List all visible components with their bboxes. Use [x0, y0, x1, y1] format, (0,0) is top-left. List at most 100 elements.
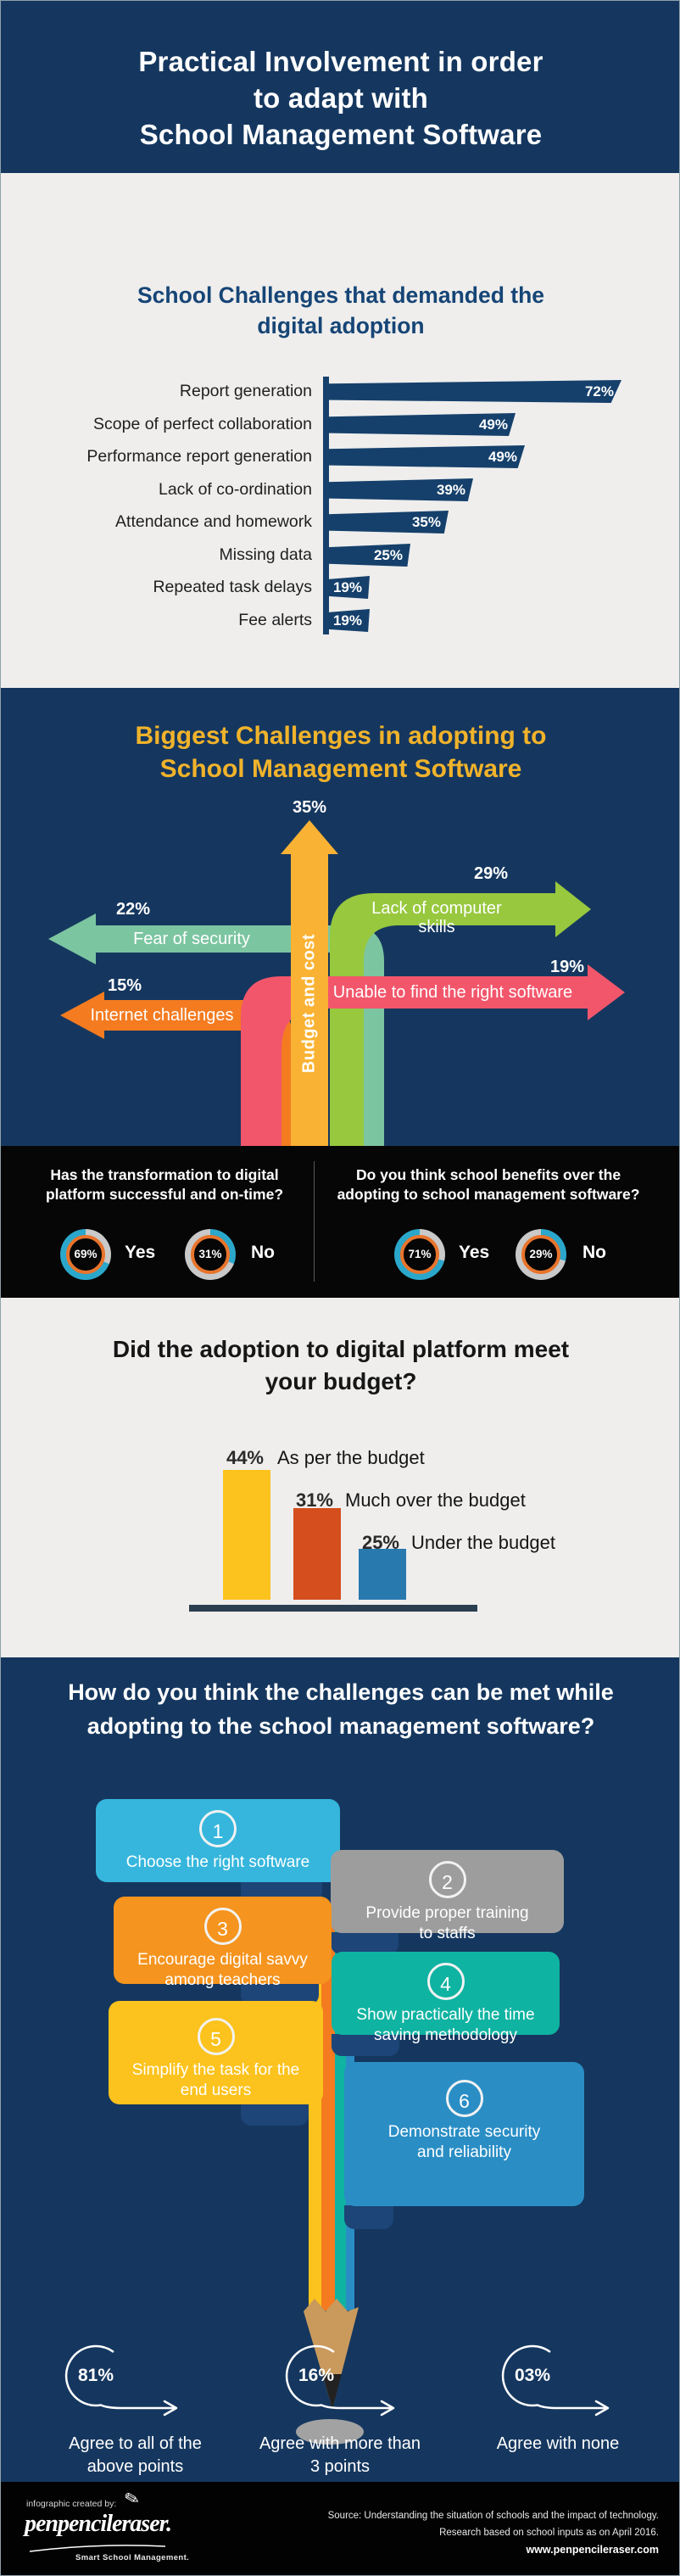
- step-number: 6: [445, 2080, 483, 2117]
- stat-arrowhead-1: [163, 2400, 178, 2417]
- brand-tagline: Smart School Management.: [75, 2553, 190, 2562]
- arrow-pct-computer-skills: 29%: [473, 864, 509, 883]
- donut-value: 31%: [196, 1240, 225, 1269]
- donut-chart: 29%: [516, 1229, 566, 1280]
- bar: 49%: [323, 413, 516, 436]
- budget-baseline: [189, 1605, 477, 1612]
- bar-value-label: 49%: [478, 416, 508, 433]
- donut-chart: 31%: [185, 1229, 236, 1280]
- box-tail: [241, 2104, 309, 2126]
- step-number: 1: [199, 1810, 237, 1847]
- bar-value-label: 19%: [332, 612, 362, 629]
- pencil-shadow: [296, 2419, 364, 2445]
- arrow-internet-challenges: [60, 992, 293, 1146]
- solution-box-6: 6 Demonstrate security and reliability: [344, 2062, 584, 2206]
- section-heading: School Challenges that demanded the digi…: [137, 282, 544, 338]
- pencil-doodle-icon: ✎: [122, 2488, 142, 2511]
- section-donut-questions: Has the transformation to digital platfo…: [1, 1146, 679, 1298]
- donut-chart: 69%: [60, 1229, 111, 1280]
- footer-credit-text: infographic created by:: [26, 2499, 117, 2509]
- bar-category-label: Report generation: [179, 382, 312, 400]
- bar-row: Attendance and homework 35%: [1, 510, 679, 535]
- donut-chart: 71%: [394, 1229, 445, 1280]
- bar-value-label: 39%: [436, 482, 465, 498]
- donut-value: 71%: [405, 1240, 434, 1269]
- budget-bar: [359, 1549, 406, 1600]
- arrow-label-unable-software: Unable to find the right software: [332, 983, 573, 1002]
- bar-category-label: Attendance and homework: [115, 512, 312, 531]
- arrow-label-internet: Internet challenges: [90, 1006, 234, 1025]
- bar: 39%: [323, 478, 473, 501]
- solution-box-5: 5 Simplify the task for the end users: [109, 2001, 323, 2104]
- solution-box-2: 2 Provide proper training to staffs: [331, 1850, 564, 1942]
- challenges-bar-chart: Report generation 72% Scope of perfect c…: [1, 173, 679, 688]
- bar: 19%: [323, 609, 370, 632]
- stat-value: 03%: [514, 2366, 551, 2385]
- stat-arrowhead-3: [594, 2400, 610, 2417]
- stat-circle-arrow-3: [501, 2344, 606, 2410]
- budget-bar-label: As per the budget: [277, 1447, 425, 1468]
- bar-row: Repeated task delays 19%: [1, 575, 679, 601]
- donut-answer-label: No: [251, 1243, 275, 1262]
- source-line: Source: Understanding the situation of s…: [327, 2511, 659, 2521]
- budget-bar-label: Under the budget: [411, 1532, 556, 1553]
- section-biggest-challenges: Biggest Challenges in adopting to School…: [1, 688, 679, 1146]
- question-text: Do you think school benefits over the ad…: [337, 1166, 640, 1203]
- arrow-lack-of-computer-skills: [330, 881, 591, 1146]
- website-url: www.penpencileraser.com: [526, 2544, 659, 2556]
- arrow-pct-internet: 15%: [107, 976, 142, 995]
- bar-value-label: 49%: [488, 449, 517, 465]
- solution-box-4: 4 Show practically the time saving metho…: [332, 1952, 560, 2044]
- arrow-label-computer-skills: Lack of computer skills: [371, 899, 502, 936]
- bar-row: Missing data 25%: [1, 543, 679, 568]
- bar-category-label: Fee alerts: [238, 611, 312, 629]
- bar-row: Report generation 72%: [1, 379, 679, 405]
- solution-box-1: 1 Choose the right software: [96, 1799, 340, 1882]
- bar-value-label: 35%: [411, 514, 441, 530]
- page-title: Practical Involvement in order to adapt …: [138, 46, 543, 150]
- stat-value: 16%: [298, 2366, 335, 2385]
- solution-label: Provide proper training to staffs: [365, 1904, 529, 1942]
- arrows-diagram: [48, 820, 625, 1146]
- stat-value: 81%: [77, 2366, 114, 2385]
- solution-label: Demonstrate security and reliability: [387, 2123, 541, 2161]
- bar-row: Performance report generation 49%: [1, 444, 679, 470]
- donut-answer-label: Yes: [459, 1243, 490, 1262]
- budget-bar-label: Much over the budget: [345, 1489, 526, 1511]
- section-heading: Biggest Challenges in adopting to School…: [135, 722, 547, 783]
- header-band: Practical Involvement in order to adapt …: [1, 1, 679, 173]
- chart-spine: [323, 377, 329, 634]
- solution-label: Encourage digital savvy among teachers: [137, 1951, 308, 1989]
- donut-value: 69%: [71, 1240, 100, 1269]
- bar-category-label: Missing data: [219, 545, 312, 564]
- arrow-label-budget: Budget and cost: [299, 933, 319, 1074]
- arrow-budget-and-cost: [281, 820, 338, 1146]
- stat-circle-arrow-2: [285, 2344, 392, 2410]
- box-tail: [344, 2205, 393, 2229]
- arrow-label-fear-security: Fear of security: [133, 930, 250, 948]
- section-solutions: How do you think the challenges can be m…: [1, 1657, 679, 2482]
- section-heading: Did the adoption to digital platform mee…: [112, 1336, 570, 1394]
- pencil-lead: [322, 2374, 342, 2409]
- arrow-pct-unable-software: 19%: [549, 958, 585, 976]
- arrow-unable-to-find-software: [241, 964, 625, 1146]
- budget-bar-value: 31%: [295, 1489, 333, 1511]
- bar-value-label: 25%: [373, 547, 403, 563]
- brand-logo: penpencileraser.: [25, 2511, 172, 2537]
- question-text: Has the transformation to digital platfo…: [45, 1166, 284, 1203]
- solution-box-3: 3 Encourage digital savvy among teachers: [114, 1897, 332, 1989]
- bar: 19%: [323, 576, 370, 599]
- box-tail: [331, 1932, 399, 1954]
- vertical-divider: [314, 1161, 315, 1282]
- bar: 72%: [323, 380, 621, 403]
- bar: 49%: [323, 445, 525, 468]
- bar-category-label: Lack of co-ordination: [158, 480, 312, 499]
- section-school-challenges: School Challenges that demanded the digi…: [1, 173, 679, 688]
- step-number: 3: [203, 1908, 242, 1945]
- arrow-pct-budget: 35%: [292, 798, 327, 817]
- source-block: Source: Understanding the situation of s…: [328, 2507, 659, 2558]
- source-line: Research based on school inputs as on Ap…: [439, 2528, 659, 2538]
- budget-bar-value: 25%: [361, 1532, 399, 1553]
- bar-row: Fee alerts 19%: [1, 608, 679, 634]
